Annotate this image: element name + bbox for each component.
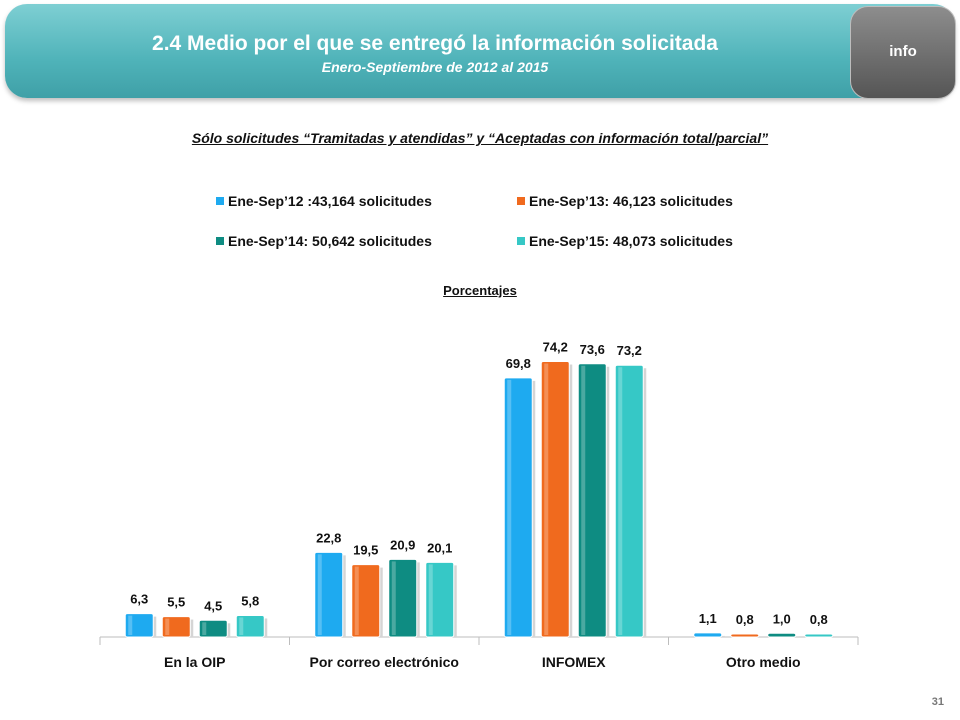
bar-highlight bbox=[128, 615, 133, 635]
info-df-logo: info bbox=[850, 6, 956, 99]
bar bbox=[540, 361, 570, 638]
bar bbox=[614, 364, 644, 638]
legend-label-2012: Ene-Sep’12 :43,164 solicitudes bbox=[228, 193, 432, 209]
data-label: 73,2 bbox=[617, 343, 642, 358]
bar-highlight bbox=[239, 617, 244, 635]
bar-highlight bbox=[391, 561, 396, 635]
bar bbox=[804, 633, 834, 638]
data-label: 6,3 bbox=[130, 592, 148, 607]
page-title: 2.4 Medio por el que se entregó la infor… bbox=[152, 32, 718, 55]
chart-subtitle: Sólo solicitudes “Tramitadas y atendidas… bbox=[191, 130, 769, 146]
bar bbox=[425, 561, 455, 638]
bar-highlight bbox=[317, 554, 322, 635]
bar bbox=[730, 633, 760, 638]
legend-item-2014: Ene-Sep’14: 50,642 solicitudes bbox=[216, 233, 432, 249]
data-label: 1,1 bbox=[699, 611, 717, 626]
bar bbox=[693, 632, 723, 638]
bar bbox=[124, 613, 154, 638]
bar bbox=[767, 632, 797, 638]
data-label: 73,6 bbox=[580, 342, 605, 357]
legend-label-2014: Ene-Sep’14: 50,642 solicitudes bbox=[228, 233, 432, 249]
bar-highlight bbox=[354, 566, 359, 635]
bar bbox=[577, 363, 607, 638]
x-tick-label: En la OIP bbox=[164, 654, 225, 670]
bar-highlight bbox=[544, 363, 549, 635]
bar bbox=[198, 619, 228, 638]
header-banner: 2.4 Medio por el que se entregó la infor… bbox=[5, 4, 955, 98]
bar-highlight bbox=[428, 564, 433, 635]
bar-highlight bbox=[202, 622, 207, 635]
legend-item-2015: Ene-Sep’15: 48,073 solicitudes bbox=[517, 233, 733, 249]
data-label: 5,8 bbox=[241, 593, 259, 608]
bar bbox=[161, 616, 191, 638]
bar-highlight bbox=[165, 618, 170, 635]
data-label: 19,5 bbox=[353, 543, 378, 558]
data-label: 20,9 bbox=[390, 537, 415, 552]
legend-swatch-2013 bbox=[517, 197, 525, 205]
legend-item-2013: Ene-Sep’13: 46,123 solicitudes bbox=[517, 193, 733, 209]
data-label: 22,8 bbox=[316, 530, 341, 545]
logo-text: info bbox=[889, 43, 917, 60]
data-label: 4,5 bbox=[204, 598, 222, 613]
x-tick-label: INFOMEX bbox=[542, 654, 606, 670]
bar bbox=[314, 551, 344, 638]
legend-swatch-2014 bbox=[216, 237, 224, 245]
data-label: 1,0 bbox=[773, 611, 791, 626]
bar-highlight bbox=[581, 365, 586, 635]
legend-label-2015: Ene-Sep’15: 48,073 solicitudes bbox=[529, 233, 733, 249]
x-tick-label: Otro medio bbox=[726, 654, 801, 670]
bar bbox=[388, 558, 418, 638]
page-subtitle: Enero-Septiembre de 2012 al 2015 bbox=[321, 59, 549, 75]
bar bbox=[351, 564, 381, 638]
bar bbox=[503, 377, 533, 638]
legend-label-2013: Ene-Sep’13: 46,123 solicitudes bbox=[529, 193, 733, 209]
bar-highlight bbox=[618, 367, 623, 635]
x-tick-label: Por correo electrónico bbox=[310, 654, 459, 670]
unit-label: Porcentajes bbox=[443, 283, 517, 298]
page-number: 31 bbox=[931, 696, 944, 708]
data-label: 74,2 bbox=[543, 340, 568, 355]
bar bbox=[235, 614, 265, 638]
data-label: 69,8 bbox=[506, 356, 531, 371]
legend-swatch-2015 bbox=[517, 237, 525, 245]
data-label: 5,5 bbox=[167, 595, 185, 610]
legend-swatch-2012 bbox=[216, 197, 224, 205]
data-label: 20,1 bbox=[427, 540, 452, 555]
bar-highlight bbox=[507, 379, 512, 635]
legend-item-2012: Ene-Sep’12 :43,164 solicitudes bbox=[216, 193, 432, 209]
data-label: 0,8 bbox=[810, 612, 828, 627]
data-label: 0,8 bbox=[736, 612, 754, 627]
